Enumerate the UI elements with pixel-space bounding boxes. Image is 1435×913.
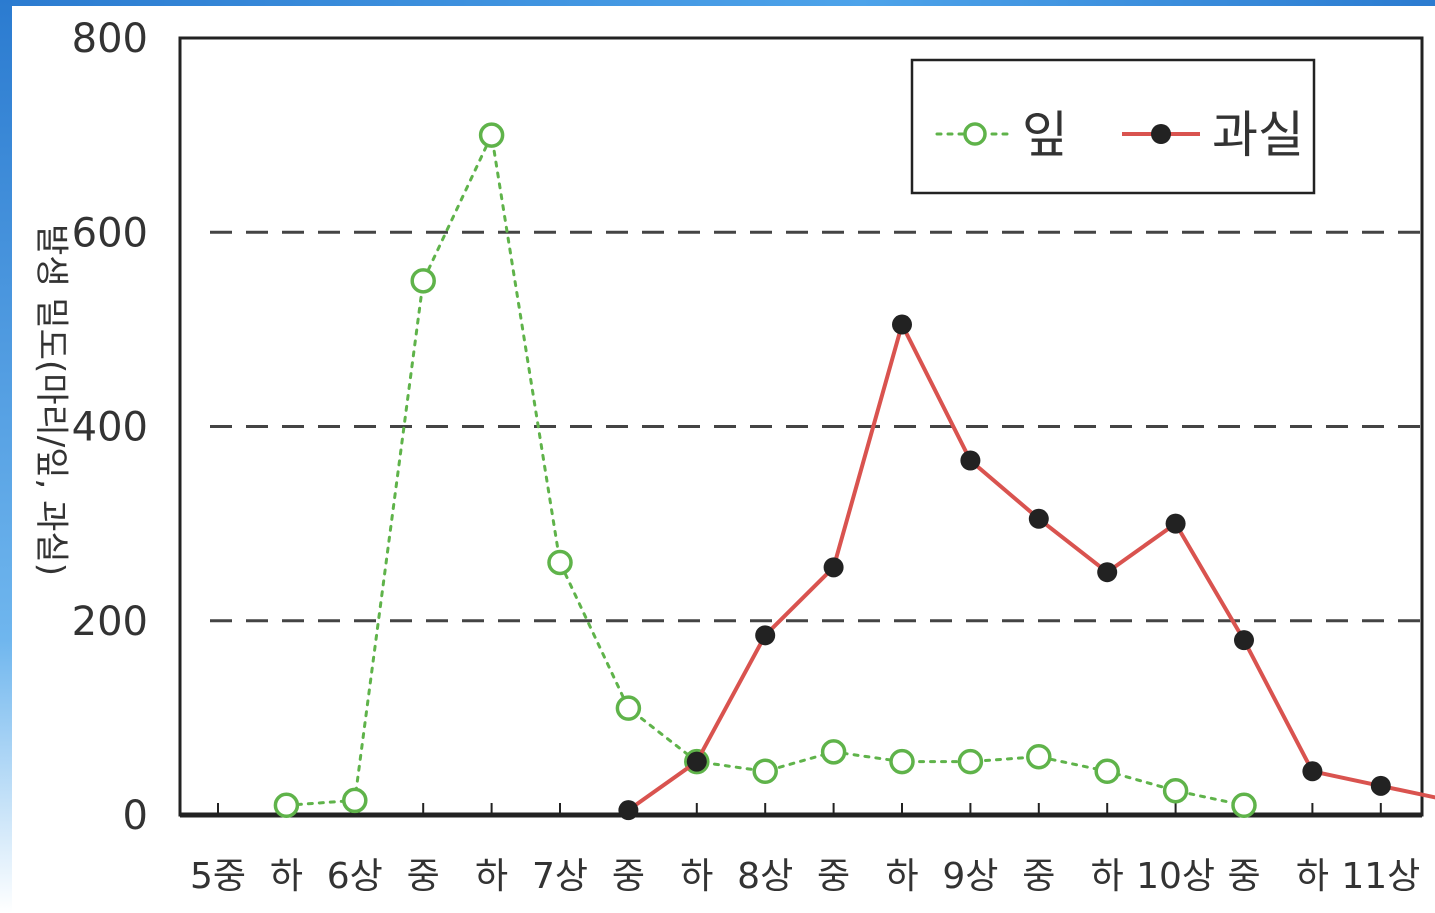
series-line <box>284 133 1246 807</box>
data-point <box>478 122 505 148</box>
legend-label: 잎 <box>1022 106 1068 164</box>
y-tick-label: 400 <box>72 405 148 451</box>
data-point <box>342 787 368 814</box>
data-point <box>960 450 981 471</box>
data-point <box>752 758 778 785</box>
x-tick-label: 하 <box>680 856 713 897</box>
series-layer <box>273 122 1435 821</box>
x-tick-label: 7상 <box>532 856 588 897</box>
data-point <box>957 748 984 775</box>
x-tick-label: 10상 <box>1136 856 1215 897</box>
legend: 잎 과실 <box>910 58 1316 195</box>
x-tick-label: 중 <box>1227 856 1260 897</box>
x-tick-label: 중 <box>407 856 440 897</box>
legend-swatch-marker <box>1151 124 1171 144</box>
grid-layer <box>210 230 1422 623</box>
data-point <box>686 751 707 772</box>
y-tick-label: 600 <box>72 210 148 256</box>
x-tick-label: 하 <box>885 856 918 897</box>
data-point <box>1231 792 1257 819</box>
left-decor-band <box>0 0 12 913</box>
data-point <box>1028 508 1049 529</box>
data-point <box>892 314 912 335</box>
x-tick-label: 하 <box>270 856 303 897</box>
data-point <box>823 557 844 578</box>
x-tick-label: 하 <box>475 856 508 897</box>
data-point <box>1370 775 1391 796</box>
legend-label: 과실 <box>1212 106 1304 164</box>
x-tick-label: 중 <box>817 856 850 897</box>
x-tick-label: 하 <box>1091 856 1124 897</box>
data-point <box>273 792 300 819</box>
data-point <box>889 748 915 775</box>
x-tick-label: 하 <box>1296 856 1329 897</box>
data-point <box>755 625 776 646</box>
data-point <box>1234 630 1254 651</box>
data-point <box>1302 761 1323 782</box>
data-point <box>1165 513 1186 534</box>
x-tick-label: 5중 <box>190 856 246 897</box>
data-point <box>410 268 436 294</box>
x-tick-label: 중 <box>612 856 645 897</box>
data-point <box>615 695 642 721</box>
series-line <box>626 322 1435 813</box>
legend-swatch-marker <box>963 122 987 146</box>
data-point <box>1026 743 1052 770</box>
x-tick-label: 6상 <box>327 856 383 897</box>
data-point <box>1097 562 1118 583</box>
y-tick-label: 800 <box>72 16 148 62</box>
top-decor-band <box>0 0 1435 6</box>
y-tick-label: 0 <box>123 793 148 839</box>
data-point <box>1162 777 1189 804</box>
x-tick-label: 8상 <box>737 856 793 897</box>
data-point <box>820 739 847 765</box>
x-tick-label: 9상 <box>942 856 998 897</box>
data-point <box>1094 758 1120 785</box>
y-tick-label: 200 <box>72 599 148 645</box>
y-axis-label: 발생 밀도(마리/잎, 과실) <box>31 224 71 576</box>
x-tick-label: 중 <box>1022 856 1055 897</box>
data-point <box>618 800 639 821</box>
x-tick-label: 11상 <box>1341 856 1420 897</box>
data-point <box>547 549 573 576</box>
